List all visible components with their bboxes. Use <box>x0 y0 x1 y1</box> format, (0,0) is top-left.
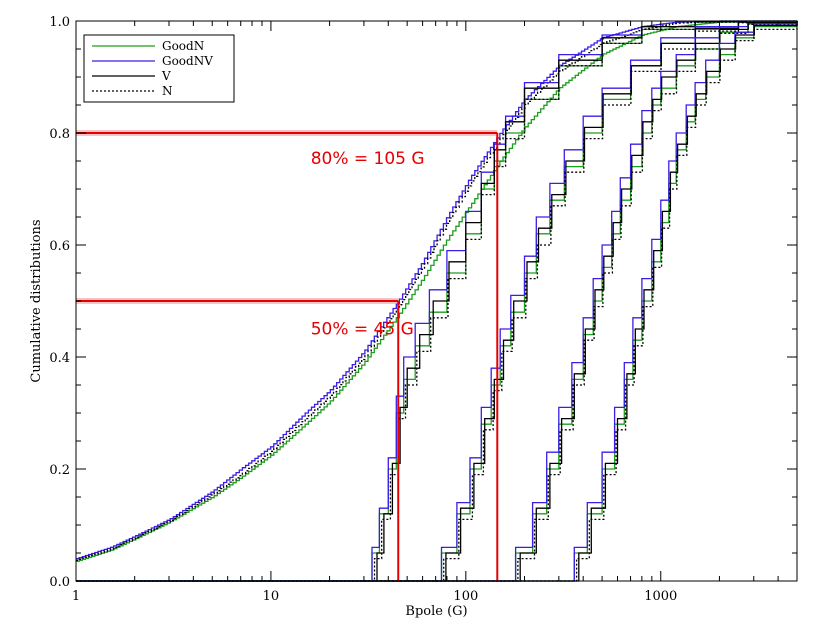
legend: GoodN GoodNV V N <box>83 34 235 103</box>
y-tick-label: 0.2 <box>49 463 70 478</box>
x-tick-label: 1 <box>72 589 80 604</box>
x-tick-label: 10 <box>263 589 280 604</box>
series-layer <box>76 20 798 582</box>
series-B-10 <box>76 21 798 582</box>
tick-labels: 1 10 100 1000 0.0 0.2 0.4 0.6 0.8 1.0 <box>49 15 677 604</box>
axis-ticks <box>75 20 798 582</box>
reference-lines <box>76 130 499 581</box>
x-axis-title: Bpole (G) <box>405 604 467 619</box>
annotation-50-percent: 50% = 45 G <box>311 320 414 340</box>
annotation-80-percent: 80% = 105 G <box>311 149 425 169</box>
series-smooth-0 <box>76 20 797 563</box>
legend-label-goodnv: GoodNV <box>162 54 213 68</box>
series-D-16 <box>76 21 798 582</box>
y-axis-title: Cumulative distributions <box>29 219 44 382</box>
series-C-14 <box>76 21 798 582</box>
y-tick-label: 0.6 <box>49 239 70 254</box>
series-smooth-1 <box>76 20 797 560</box>
x-tick-label: 1000 <box>644 589 677 604</box>
legend-label-v: V <box>161 69 171 83</box>
y-tick-label: 0.0 <box>49 575 70 590</box>
y-tick-label: 1.0 <box>49 15 70 30</box>
x-tick-label: 100 <box>453 589 478 604</box>
y-tick-label: 0.8 <box>49 127 70 142</box>
legend-label-n: N <box>162 84 173 98</box>
legend-box <box>83 34 235 103</box>
y-tick-label: 0.4 <box>49 351 70 366</box>
series-B-8 <box>76 20 798 582</box>
legend-label-goodn: GoodN <box>162 39 204 53</box>
series-D-18 <box>76 21 798 582</box>
series-B-9 <box>76 21 798 582</box>
series-D-17 <box>76 21 798 582</box>
